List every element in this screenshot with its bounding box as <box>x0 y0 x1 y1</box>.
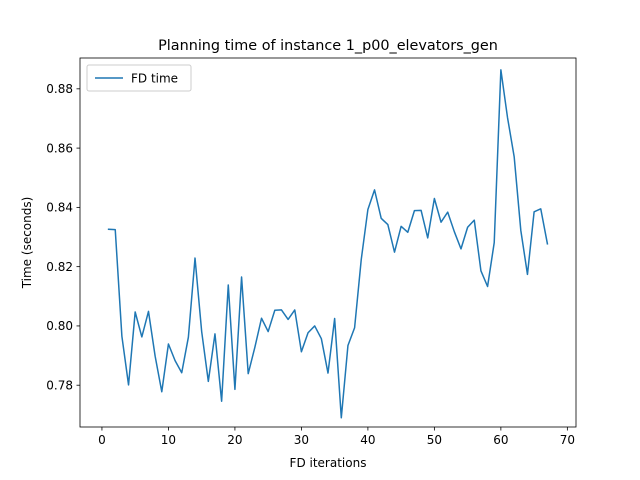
x-tick-label: 10 <box>161 433 176 447</box>
y-tick-label: 0.78 <box>46 379 73 393</box>
axes-border <box>79 57 577 428</box>
legend: FD time <box>86 64 192 92</box>
series-line-0 <box>107 69 549 419</box>
x-tick-label: 60 <box>493 433 508 447</box>
chart-title: Planning time of instance 1_p00_elevator… <box>158 38 498 54</box>
x-axis-label: FD iterations <box>290 456 367 470</box>
y-tick-label: 0.88 <box>46 82 73 96</box>
y-tick-label: 0.86 <box>46 141 73 155</box>
x-axis-ticks: 0 10 20 30 40 50 60 70 <box>98 427 575 447</box>
x-tick-label: 20 <box>227 433 242 447</box>
legend-label: FD time <box>131 71 178 85</box>
legend-box <box>86 64 192 92</box>
y-axis-ticks: 0.78 0.80 0.82 0.84 0.86 0.88 <box>46 82 80 393</box>
y-tick-label: 0.84 <box>46 201 73 215</box>
series-layer <box>107 69 549 419</box>
x-tick-label: 40 <box>360 433 375 447</box>
y-axis-label: Time (seconds) <box>20 197 34 290</box>
x-tick-label: 30 <box>294 433 309 447</box>
x-tick-label: 0 <box>98 433 106 447</box>
x-tick-label: 50 <box>427 433 442 447</box>
plot-area <box>80 58 576 427</box>
y-tick-label: 0.82 <box>46 260 73 274</box>
y-tick-label: 0.80 <box>46 319 73 333</box>
axes-frame <box>79 57 577 428</box>
x-tick-label: 70 <box>560 433 575 447</box>
